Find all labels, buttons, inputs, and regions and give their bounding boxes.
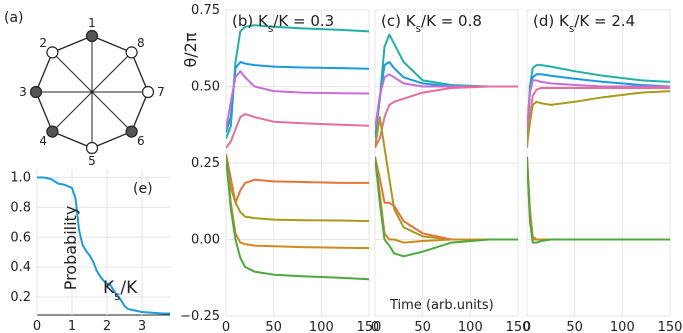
- ring-node-label: 1: [88, 16, 96, 30]
- x-tick-label: 100: [610, 320, 635, 333]
- series-line-3: [375, 85, 518, 149]
- ring-edge: [91, 35, 132, 54]
- y-tick-label: 0.2: [10, 290, 31, 305]
- y-tick-label: 0.00: [191, 233, 220, 248]
- ring-node-2: [46, 46, 59, 59]
- panel-title: (d) Ks/K = 2.4: [533, 12, 635, 35]
- x-tick-label: 0: [222, 320, 230, 333]
- ring-edge: [130, 52, 149, 93]
- x-tick-label: 150: [357, 320, 382, 333]
- ring-diameter: [52, 52, 132, 132]
- series-line-5: [527, 156, 670, 241]
- series-line-0: [37, 176, 170, 315]
- series-line-1: [226, 61, 369, 133]
- panel-title: (b) Ks/K = 0.3: [232, 12, 334, 35]
- y-axis-label: θ/2π: [181, 32, 200, 67]
- x-tick-label: 0: [523, 320, 531, 333]
- panel-a-ring-diagram: (a) 1 8 7 6 5 4 3 2: [4, 10, 165, 168]
- x-tick-label: 50: [414, 320, 431, 333]
- panel-b-chart: −0.25 0.00 0.25 0.50 0.75 0 50 100 150 (b) Ks/K =…: [180, 3, 381, 333]
- ring-edge: [130, 91, 149, 132]
- y-tick-label: 1.0: [10, 170, 31, 185]
- ring-node-label: 3: [19, 85, 27, 99]
- series-line-0: [226, 24, 369, 139]
- ring-node-label: 8: [137, 36, 145, 50]
- y-tick-label: 0.8: [10, 200, 31, 215]
- y-tick-label: 0.25: [191, 156, 220, 171]
- y-tick-label: 0.6: [10, 230, 31, 245]
- series-line-1: [375, 61, 518, 136]
- series-line-3: [527, 87, 670, 148]
- x-axis-label: Ks/K: [103, 278, 138, 303]
- series-line-3: [226, 113, 369, 149]
- x-axis-label: Time (arb.units): [389, 298, 494, 313]
- x-tick-label: 100: [309, 320, 334, 333]
- series-line-6: [527, 156, 670, 241]
- ring-node-4: [46, 125, 59, 138]
- x-tick-label: 1: [68, 319, 76, 333]
- ring-edge: [91, 130, 132, 149]
- y-axis-label: Probability: [61, 206, 80, 291]
- panel-e-label: (e): [133, 181, 153, 197]
- y-tick-label: 0.75: [191, 3, 220, 18]
- x-tick-label: 2: [103, 319, 111, 333]
- ring-node-label: 5: [88, 154, 96, 168]
- ring-node-6: [125, 125, 138, 138]
- x-tick-label: 50: [566, 320, 583, 333]
- series-line-7: [527, 156, 670, 244]
- panel-d-chart: 0 50 100 150 (d) Ks/K = 2.4: [523, 9, 683, 333]
- ring-node-3: [29, 85, 43, 99]
- y-tick-label: −0.25: [180, 309, 220, 324]
- series-line-5: [226, 156, 369, 223]
- ring-edge: [52, 130, 93, 149]
- panel-e-probability-chart: 0.2 0.4 0.6 0.8 1.0 0 1 2 3 (e) Probability Ks/K: [10, 170, 170, 333]
- ring-node-label: 2: [39, 36, 47, 50]
- series-line-6: [226, 153, 369, 250]
- x-tick-label: 0: [33, 319, 41, 333]
- ring-node-8: [125, 46, 138, 59]
- ring-node-5: [85, 141, 99, 155]
- panel-title: (c) Ks/K = 0.8: [381, 12, 482, 35]
- ring-node-label: 6: [137, 134, 145, 148]
- x-tick-label: 100: [458, 320, 483, 333]
- ring-edge: [35, 91, 54, 132]
- x-tick-label: 50: [265, 320, 282, 333]
- ring-node-7: [141, 85, 155, 99]
- ring-edge: [52, 35, 93, 54]
- series-line-4: [527, 90, 670, 145]
- series-line-2: [226, 70, 369, 130]
- x-tick-label: 150: [658, 320, 683, 333]
- series-line-6: [375, 156, 518, 244]
- series-line-4: [375, 116, 518, 241]
- series-line-2: [527, 79, 670, 130]
- series-line-4: [226, 153, 369, 204]
- series-line-7: [226, 156, 369, 281]
- series-line-5: [375, 156, 518, 241]
- series-line-7: [375, 156, 518, 258]
- x-tick-label: 150: [506, 320, 531, 333]
- panel-c-chart: 0 50 100 150 (c) Ks/K = 0.8 Time (arb.units): [371, 9, 531, 333]
- y-tick-label: 0.4: [10, 260, 31, 275]
- x-tick-label: 0: [371, 320, 379, 333]
- panel-a-label: (a): [4, 10, 24, 26]
- ring-edge: [35, 52, 54, 93]
- y-tick-label: 0.50: [191, 80, 220, 95]
- series-line-0: [527, 64, 670, 139]
- ring-node-label: 4: [39, 134, 47, 148]
- ring-node-1: [85, 29, 99, 43]
- ring-node-label: 7: [157, 85, 165, 99]
- x-tick-label: 3: [138, 319, 146, 333]
